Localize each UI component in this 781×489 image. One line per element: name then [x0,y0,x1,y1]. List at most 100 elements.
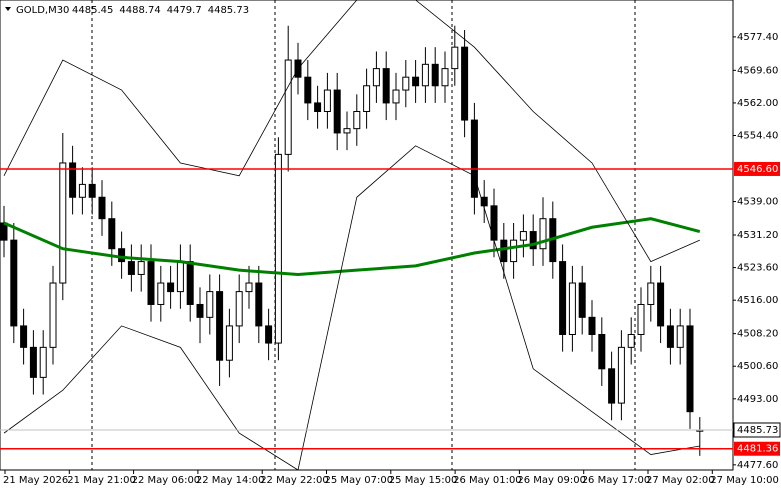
y-tick-label: 4569.60 [737,65,778,76]
candle-body [431,63,439,87]
candle-body [578,282,586,318]
moving-average [3,217,701,276]
candle-body [186,261,194,305]
candle-body [69,162,77,198]
candle-body [441,68,449,87]
candle-body [470,119,478,198]
candle-body [127,261,135,275]
candle-body [598,333,606,370]
candle-body [0,222,8,241]
candle-body [529,231,537,250]
x-tick-label: 25 May 15:00 [389,475,458,486]
candle-body [78,183,86,198]
candle-body [29,346,37,378]
x-tick-label: 21 May 2026 [3,475,68,486]
plot [0,0,704,470]
menu-arrow [5,7,11,11]
candle-body [147,261,155,305]
x-tick-label: 22 May 22:00 [260,475,329,486]
candle-body [382,68,390,104]
y-tick-label: 4577.40 [737,32,778,43]
candle-body [235,291,243,327]
candle-body [284,59,292,155]
candle-body [666,325,674,348]
level-label-box [734,161,780,176]
candle-body [245,282,253,293]
y-tick-label: 4516.00 [737,295,778,306]
level-label-box [734,441,780,456]
candle-body [323,89,331,112]
candle-body [353,110,361,130]
candle-body [265,325,273,344]
x-tick-label: 22 May 06:00 [132,475,201,486]
candle-body [333,89,341,134]
y-tick-label: 4562.00 [737,98,778,109]
candle-body [676,325,684,348]
candle-body [59,162,67,284]
candle-body [480,196,488,207]
candle-body [490,205,498,241]
candle-body [314,102,322,112]
candle-body [402,76,410,91]
header-value: 4479.7 [167,5,202,16]
x-tick-label: 26 May 17:00 [582,475,651,486]
candle-body [304,76,312,104]
candle-body [225,325,233,361]
candle-body [647,282,655,305]
y-tick-label: 4554.40 [737,131,778,142]
y-tick-label: 4508.20 [737,329,778,340]
candle-body [20,325,28,348]
x-tick-label: 27 May 10:00 [710,475,779,486]
price-label: 4485.73 [737,425,778,436]
chart-title: GOLD,M30 [16,5,69,16]
candle-body [157,282,165,305]
candle-body [657,282,665,327]
x-tick-label: 26 May 01:00 [453,475,522,486]
y-tick-label: 4523.60 [737,263,778,274]
candle-body [39,346,47,378]
x-tick-label: 21 May 21:00 [67,475,136,486]
candle-body [461,46,469,121]
candle-body [137,261,145,275]
candle-body [196,303,204,318]
candle-body [206,291,214,318]
candle-body [176,261,184,293]
candle-body [88,183,96,198]
candle-body [637,303,645,335]
y-tick-label: 4493.00 [737,394,778,405]
candle-body [686,325,694,413]
candle-body [421,63,429,87]
candle-body [510,239,518,263]
candle-body [255,282,263,327]
candle-body [519,231,527,241]
x-tick-label: 25 May 07:00 [325,475,394,486]
y-tick-label: 4531.20 [737,230,778,241]
candle-body [608,368,616,404]
candle-body [274,153,282,344]
candle-body [10,239,18,327]
candle-body [627,333,635,348]
x-tick-label: 27 May 02:00 [646,475,715,486]
candle-body [49,282,57,348]
candle-body [98,196,106,220]
candle-body [617,346,625,404]
candle-body [343,128,351,134]
level-label: 4546.60 [737,164,778,175]
header-value: 4485.73 [208,5,249,16]
level-label: 4481.36 [737,444,778,455]
candle-body [412,76,420,87]
x-tick-label: 22 May 14:00 [196,475,265,486]
y-tick-label: 4477.60 [737,460,778,471]
candle-body [559,261,567,335]
candle-body [216,291,224,361]
x-tick-label: 26 May 09:00 [517,475,586,486]
candle-body [363,85,371,112]
candle-body [568,282,576,335]
price-label-box [733,422,781,438]
y-tick-label: 4539.00 [737,197,778,208]
candle-body [588,316,596,335]
candle-body [108,218,116,250]
candle-body [500,239,508,263]
candle-body [539,218,547,250]
